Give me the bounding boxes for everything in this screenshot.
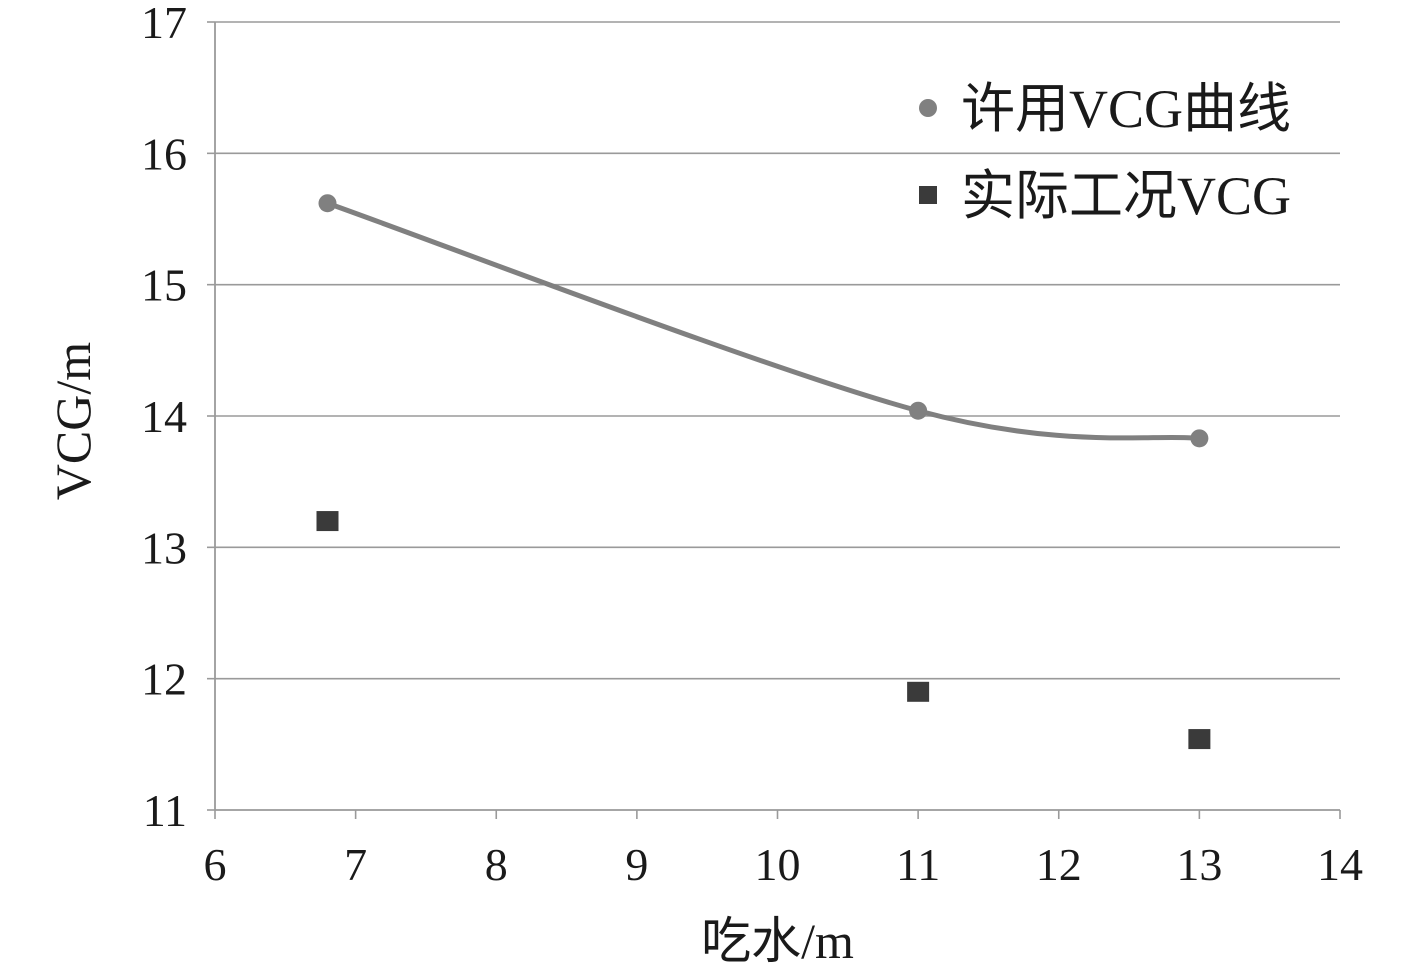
legend-label: 许用VCG曲线 [961, 79, 1291, 139]
x-tick-label: 6 [204, 839, 227, 890]
y-tick-label: 14 [141, 391, 187, 442]
x-tick-label: 10 [755, 839, 801, 890]
x-tick-label: 12 [1036, 839, 1082, 890]
y-tick-label: 16 [141, 128, 187, 179]
axes: 11 12 13 14 15 16 17 6 7 8 9 10 11 12 13 14 [141, 0, 1363, 890]
series-1-point [1190, 429, 1209, 448]
series-1-line [326, 200, 1200, 441]
series-2-point [1188, 729, 1211, 750]
x-tick-label: 13 [1176, 839, 1222, 890]
x-tick-label: 14 [1317, 839, 1363, 890]
y-tick-label: 13 [141, 522, 187, 573]
y-tick-label: 17 [141, 0, 187, 48]
legend-marker-square [919, 186, 937, 204]
legend-label: 实际工况VCG [961, 166, 1291, 226]
x-tick-label: 8 [485, 839, 508, 890]
y-axis-title: VCG/m [45, 342, 101, 500]
y-tick-label: 12 [141, 654, 187, 705]
y-tick-label: 11 [143, 785, 187, 836]
grid-lines [215, 21, 1340, 680]
series-1-point [318, 194, 337, 213]
series-1-point [909, 401, 928, 420]
x-tick-label: 9 [625, 839, 648, 890]
x-tick-label: 7 [344, 839, 367, 890]
y-tick-label: 15 [141, 260, 187, 311]
legend-marker-circle [919, 99, 937, 117]
series-2-point [316, 511, 339, 532]
series [316, 194, 1211, 750]
x-tick-label: 11 [896, 839, 940, 890]
series-2-point [907, 681, 930, 702]
x-axis-title: 吃水/m [701, 913, 854, 966]
